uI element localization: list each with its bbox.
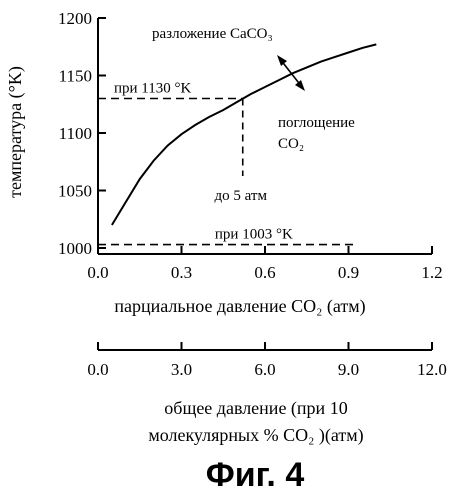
secondary-x-tick-label: 9.0 [338,360,359,379]
annotation-absorption-co2: CO₂ [278,136,304,152]
y-tick-label: 1150 [59,67,92,86]
reference-labels: при 1130 °K при 1003 °K до 5 атм [114,81,293,243]
secondary-x-tick-label: 0.0 [87,360,108,379]
y-tick-label: 1100 [59,124,92,143]
y-axis-title: температура (°K) [5,66,26,198]
x-ticks: 0.0 0.3 0.6 0.9 1.2 [87,246,442,282]
y-tick-label: 1200 [58,9,92,28]
secondary-x-ticks: 0.0 3.0 6.0 9.0 12.0 [87,342,447,379]
secondary-axis: 0.03.06.09.012.0 общее давление (при 10 … [87,342,447,446]
x-tick-label: 0.6 [254,263,275,282]
annotation-absorption: поглощение [278,115,355,131]
reference-line-label: до 5 атм [215,188,268,204]
secondary-x-axis-title-line2: молекулярных % CO₂ )(атм) [148,425,363,446]
secondary-x-axis-title-line1: общее давление (при 10 [164,398,347,419]
x-tick-label: 0.0 [87,263,108,282]
x-tick-label: 1.2 [421,263,442,282]
x-tick-label: 0.9 [338,263,359,282]
annotation-decomposition: разложение CaCO₃ [152,26,273,42]
x-axis-title: парциальное давление CO₂ (атм) [114,296,365,317]
x-tick-label: 0.3 [171,263,192,282]
secondary-x-tick-label: 6.0 [254,360,275,379]
reference-line-label: при 1003 °K [215,227,293,243]
figure-label: Фиг. 4 [206,456,305,494]
secondary-x-tick-label: 12.0 [417,360,447,379]
y-tick-label: 1050 [58,182,92,201]
main-chart: 0.0 0.3 0.6 0.9 1.2 1000 1050 1100 1150 1200 при… [5,9,443,317]
y-tick-label: 1000 [58,239,92,258]
secondary-x-tick-label: 3.0 [171,360,192,379]
double-arrow-icon [277,55,305,91]
reference-line-label: при 1130 °K [114,81,191,97]
